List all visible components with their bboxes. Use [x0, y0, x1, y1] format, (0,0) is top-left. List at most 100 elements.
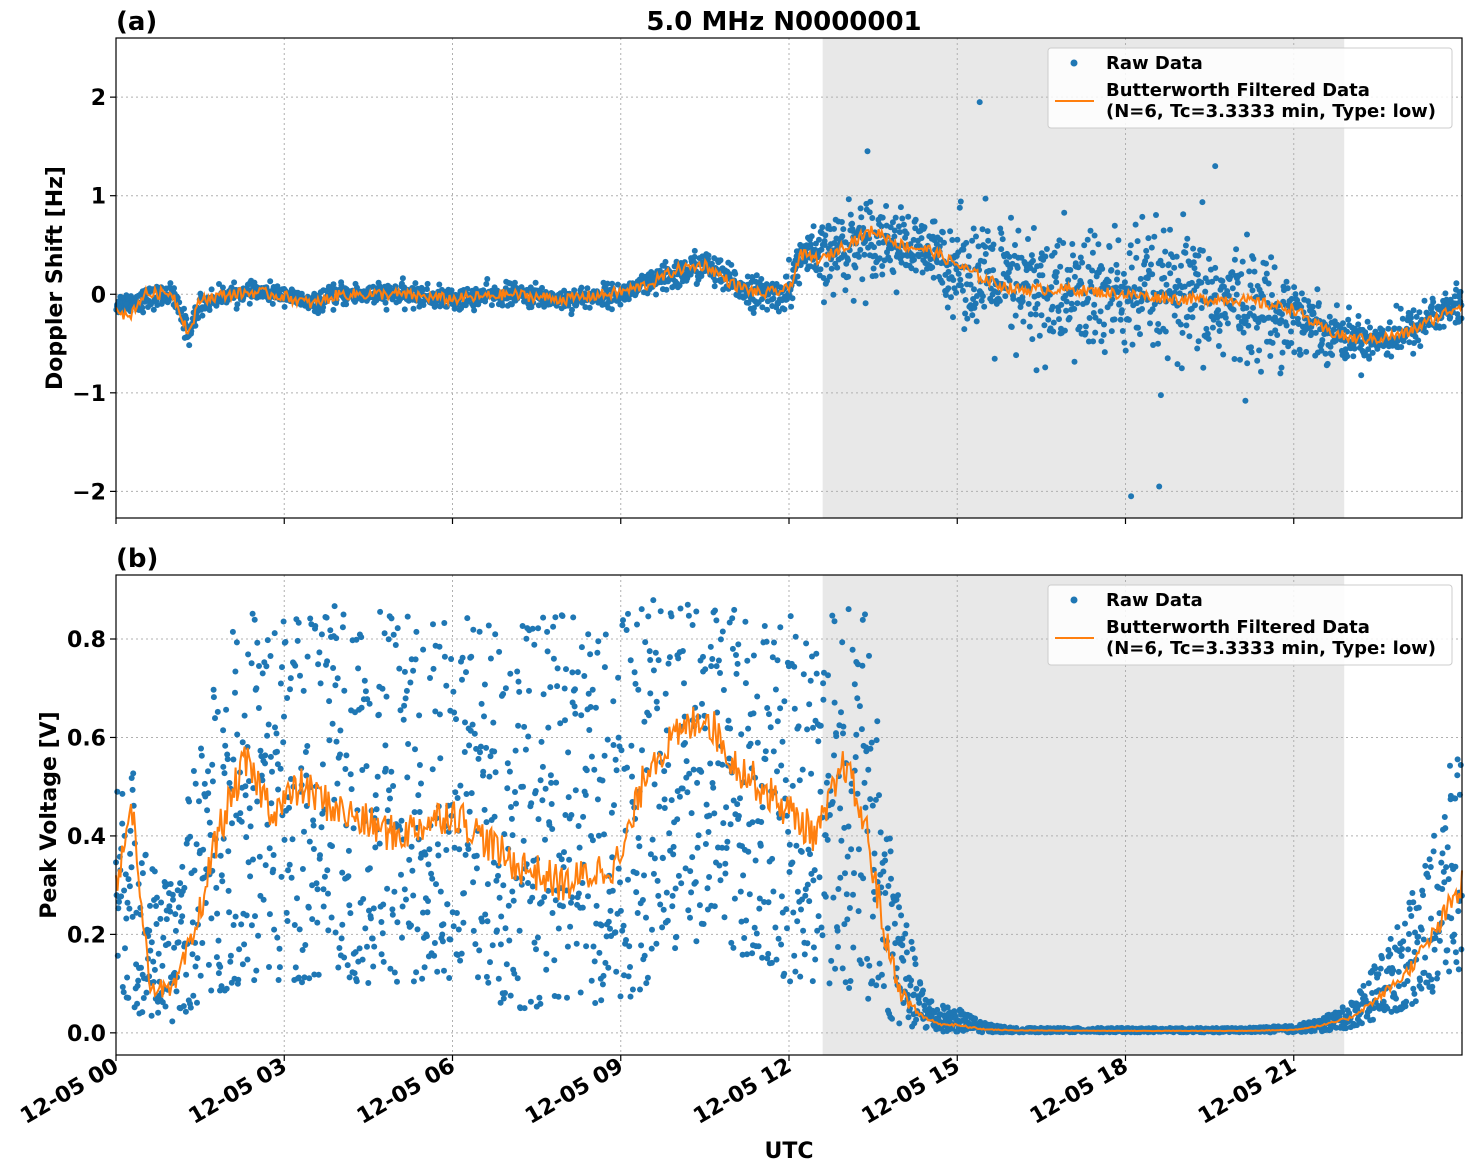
raw-data-point: [572, 787, 579, 794]
raw-data-point: [252, 913, 258, 920]
raw-data-point: [748, 279, 755, 286]
raw-data-point: [561, 849, 567, 856]
raw-data-point: [172, 927, 179, 934]
raw-data-point: [269, 768, 275, 775]
raw-data-point: [590, 943, 597, 950]
raw-data-point: [1155, 340, 1161, 347]
raw-data-point: [1165, 261, 1172, 268]
raw-data-point: [207, 832, 214, 838]
raw-data-point: [644, 974, 651, 981]
raw-data-point: [1069, 241, 1076, 247]
raw-data-point: [796, 280, 803, 287]
raw-data-point: [167, 280, 174, 287]
raw-data-point: [175, 904, 182, 911]
raw-data-point: [1143, 247, 1150, 254]
raw-data-point: [539, 284, 545, 291]
raw-data-point: [691, 247, 698, 254]
raw-data-point: [887, 224, 894, 231]
raw-data-point: [1147, 320, 1153, 327]
raw-data-point: [888, 875, 894, 882]
raw-data-point: [1100, 331, 1107, 338]
raw-data-point: [218, 872, 225, 879]
raw-data-point: [448, 287, 455, 294]
raw-data-point: [1131, 284, 1138, 291]
raw-data-point: [711, 810, 718, 817]
raw-data-point: [1269, 292, 1275, 298]
raw-data-point: [853, 731, 860, 738]
raw-data-point: [359, 956, 366, 963]
raw-data-point: [1090, 310, 1097, 316]
raw-data-point: [416, 809, 423, 815]
raw-data-point: [884, 925, 891, 932]
raw-data-point: [1050, 319, 1057, 326]
raw-data-point: [358, 704, 365, 711]
raw-data-point: [860, 225, 867, 231]
raw-data-point: [1084, 236, 1091, 243]
raw-data-point: [1231, 256, 1238, 263]
raw-data-point: [848, 846, 855, 853]
raw-data-point: [388, 615, 395, 622]
raw-data-point: [165, 940, 172, 947]
raw-data-point: [435, 852, 442, 859]
raw-data-point: [431, 940, 438, 946]
raw-data-point: [470, 626, 477, 633]
raw-data-point: [366, 907, 372, 914]
raw-data-point: [520, 837, 527, 844]
raw-data-point: [976, 99, 983, 106]
raw-data-point: [353, 978, 360, 985]
raw-data-point: [602, 959, 609, 966]
raw-data-point: [617, 879, 623, 886]
raw-data-point: [785, 828, 792, 835]
raw-data-point: [1297, 351, 1304, 358]
raw-data-point: [600, 972, 607, 979]
raw-data-point: [1054, 242, 1061, 249]
raw-data-point: [1388, 353, 1395, 360]
raw-data-point: [1013, 352, 1020, 359]
raw-data-point: [582, 792, 589, 798]
raw-data-point: [695, 832, 702, 839]
raw-data-point: [126, 883, 133, 890]
raw-data-point: [880, 983, 887, 990]
raw-data-point: [1125, 316, 1132, 323]
raw-data-point: [735, 813, 742, 819]
raw-data-point: [440, 921, 447, 928]
raw-data-point: [1229, 285, 1236, 292]
raw-data-point: [372, 792, 379, 799]
raw-data-point: [552, 614, 559, 621]
raw-data-point: [306, 975, 313, 982]
raw-data-point: [559, 613, 566, 619]
raw-data-point: [857, 205, 864, 212]
raw-data-point: [541, 894, 548, 901]
raw-data-point: [326, 737, 333, 744]
raw-data-point: [1049, 303, 1056, 310]
raw-data-point: [1120, 270, 1127, 277]
raw-data-point: [318, 631, 325, 638]
raw-data-point: [751, 924, 758, 931]
raw-data-point: [742, 618, 749, 625]
raw-data-point: [519, 623, 526, 629]
raw-data-point: [847, 978, 854, 984]
raw-data-point: [612, 756, 619, 763]
raw-data-point: [647, 657, 654, 663]
raw-data-point: [531, 641, 538, 648]
raw-data-point: [564, 943, 571, 950]
raw-data-point: [868, 739, 875, 746]
raw-data-point: [1099, 265, 1106, 272]
raw-data-point: [715, 657, 722, 664]
raw-data-point: [783, 273, 790, 280]
raw-data-point: [317, 852, 323, 859]
raw-data-point: [279, 664, 285, 671]
raw-data-point: [1200, 364, 1207, 371]
raw-data-point: [1198, 305, 1205, 311]
raw-data-point: [353, 636, 360, 643]
raw-data-point: [850, 891, 856, 898]
raw-data-point: [436, 643, 443, 650]
raw-data-point: [1134, 238, 1141, 245]
raw-data-point: [299, 947, 306, 953]
raw-data-point: [744, 951, 750, 958]
raw-data-point: [826, 273, 833, 280]
raw-data-point: [461, 749, 468, 755]
raw-data-point: [537, 777, 544, 784]
raw-data-point: [1090, 338, 1097, 345]
raw-data-point: [366, 865, 373, 872]
